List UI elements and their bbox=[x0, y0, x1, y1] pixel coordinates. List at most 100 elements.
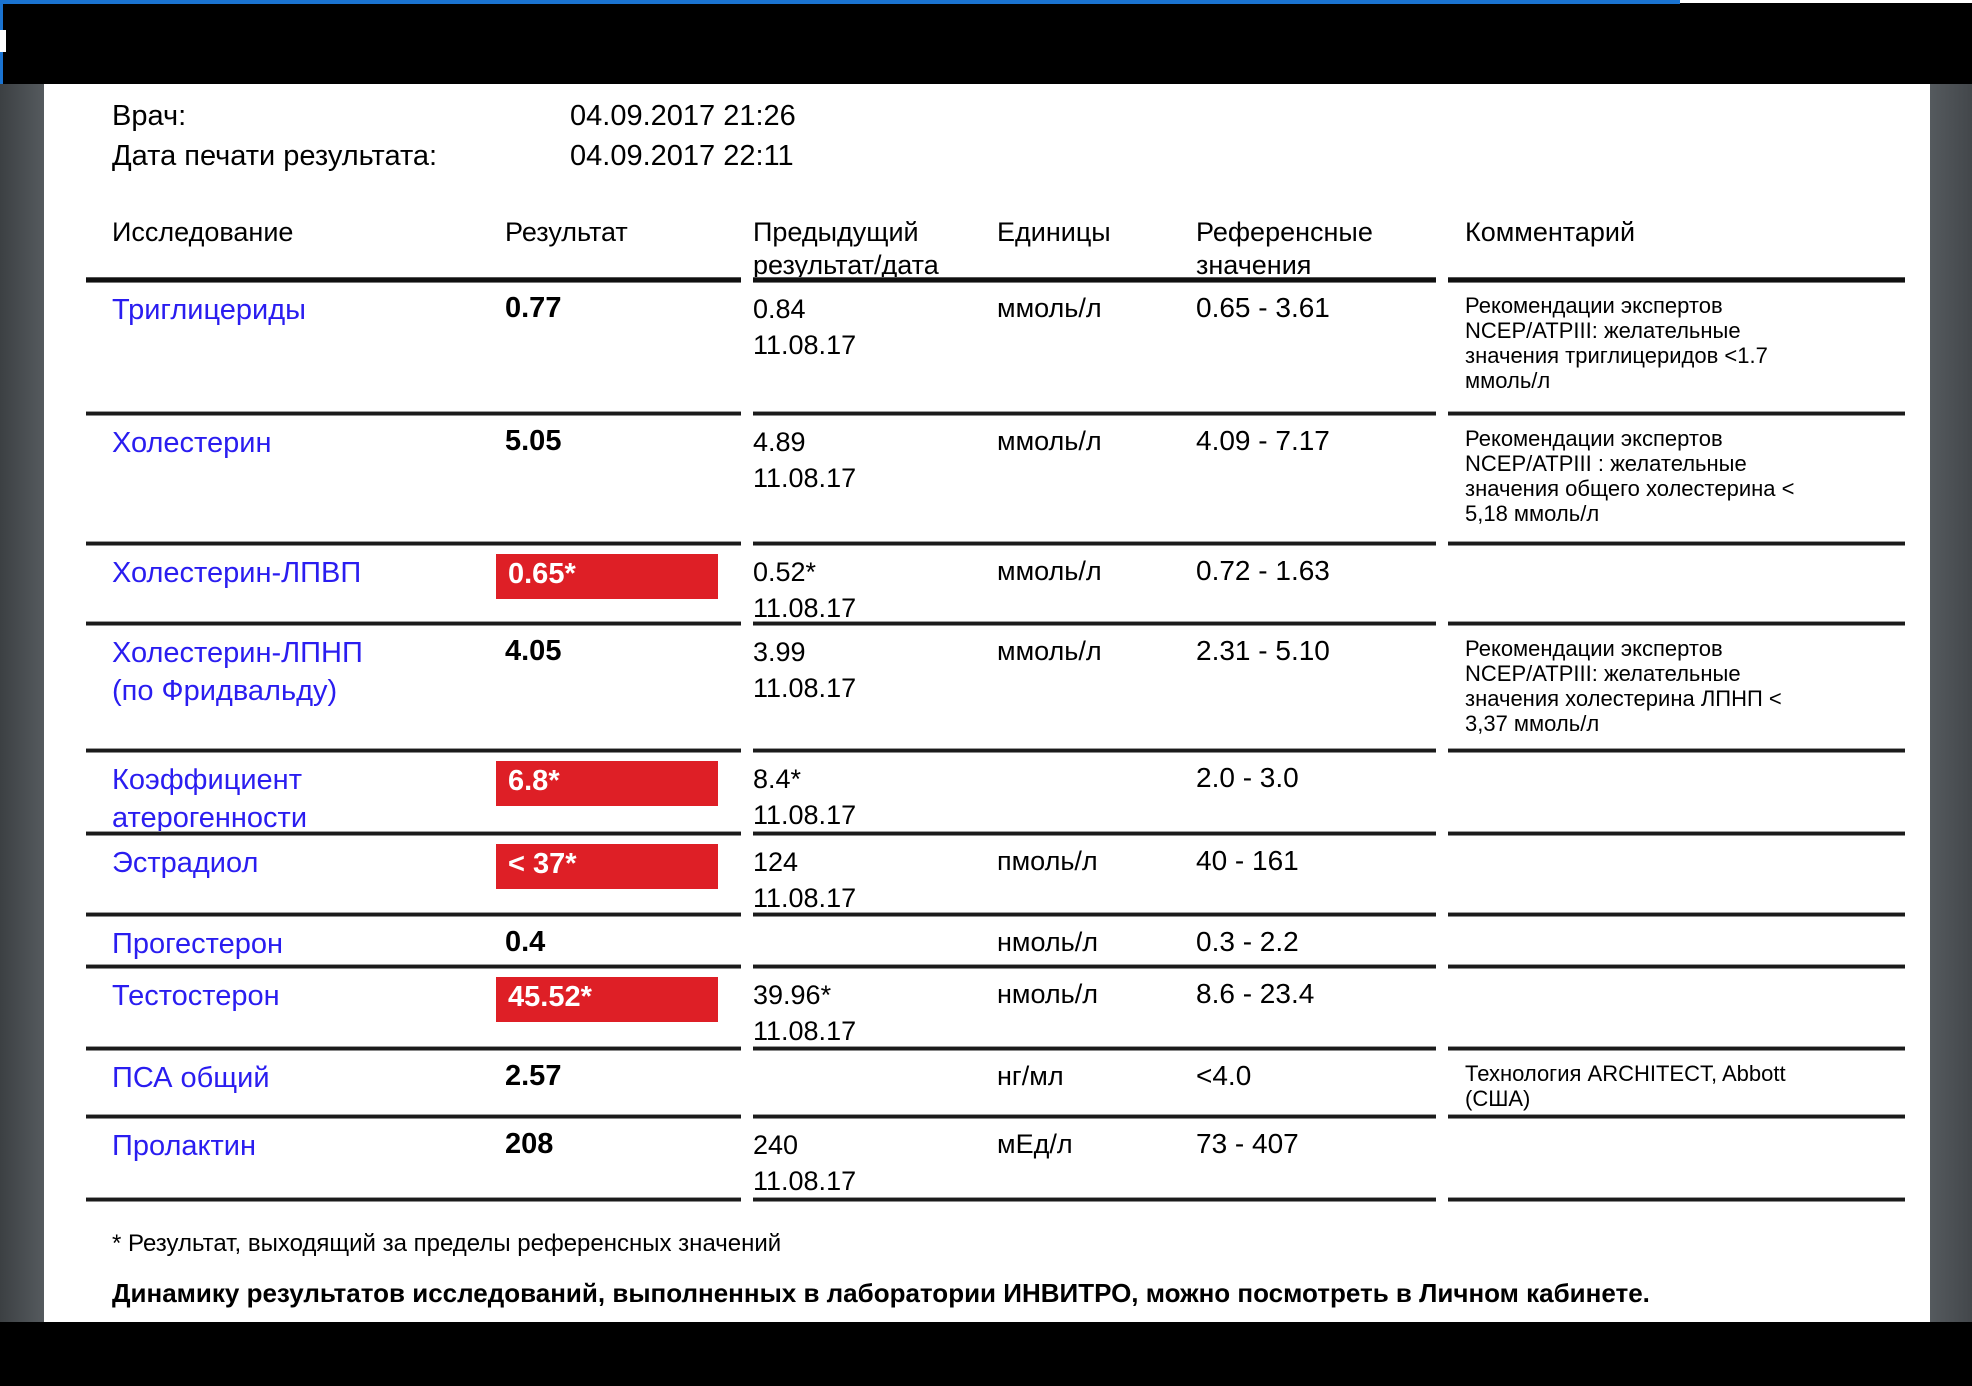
document-meta: Врач: 04.09.2017 21:26 Дата печати резул… bbox=[112, 96, 796, 176]
previous-result-date: 11.08.17 bbox=[753, 463, 857, 493]
previous-result-date: 11.08.17 bbox=[753, 800, 857, 830]
row-separator bbox=[753, 1114, 1436, 1119]
result-value: 0.65* bbox=[496, 554, 718, 599]
header-separator bbox=[1448, 277, 1905, 283]
units: нмоль/л bbox=[997, 979, 1098, 1009]
window-accent-line bbox=[0, 0, 1680, 4]
previous-result: 3.99 bbox=[753, 637, 806, 667]
reference-range: 0.72 - 1.63 bbox=[1196, 555, 1330, 586]
test-name: Эстрадиол bbox=[112, 847, 259, 879]
result-value: 208 bbox=[505, 1128, 554, 1160]
table-row: Эстрадиол < 37* 124 11.08.17 пмоль/л 40 … bbox=[86, 836, 1905, 917]
row-separator bbox=[1448, 1114, 1905, 1119]
reference-range: 0.65 - 3.61 bbox=[1196, 292, 1330, 323]
units: ммоль/л bbox=[997, 426, 1102, 456]
row-separator bbox=[753, 964, 1436, 969]
reference-range: 2.31 - 5.10 bbox=[1196, 635, 1330, 666]
viewer-left-margin bbox=[0, 84, 44, 1322]
row-separator bbox=[1448, 541, 1905, 546]
row-separator bbox=[753, 541, 1436, 546]
table-row: Холестерин-ЛПВП 0.65* 0.52* 11.08.17 ммо… bbox=[86, 546, 1905, 626]
previous-result: 39.96* bbox=[753, 980, 832, 1010]
previous-result: 240 bbox=[753, 1130, 799, 1160]
col-header-units: Единицы bbox=[997, 217, 1111, 247]
table-row: Холестерин-ЛПНП (по Фридвальду) 4.05 3.9… bbox=[86, 626, 1905, 753]
previous-result: 4.89 bbox=[753, 427, 806, 457]
row-separator bbox=[86, 831, 741, 836]
reference-range: 40 - 161 bbox=[1196, 845, 1299, 876]
previous-result-date: 11.08.17 bbox=[753, 330, 857, 360]
row-separator bbox=[753, 411, 1436, 416]
row-separator bbox=[753, 831, 1436, 836]
print-datetime: 04.09.2017 22:11 bbox=[570, 140, 794, 172]
row-separator bbox=[1448, 748, 1905, 753]
previous-result: 0.84 bbox=[753, 294, 806, 324]
table-row: Тестостерон 45.52* 39.96* 11.08.17 нмоль… bbox=[86, 969, 1905, 1051]
test-name: Холестерин bbox=[112, 427, 272, 459]
reference-range: 2.0 - 3.0 bbox=[1196, 762, 1299, 793]
previous-result: 124 bbox=[753, 847, 799, 877]
window-top-edge bbox=[1680, 0, 1972, 3]
row-separator bbox=[86, 541, 741, 546]
row-separator bbox=[86, 621, 741, 626]
table-row: Пролактин 208 240 11.08.17 мЕд/л 73 - 40… bbox=[86, 1119, 1905, 1202]
results-table-body: Триглицериды 0.77 0.84 11.08.17 ммоль/л … bbox=[86, 283, 1905, 1202]
row-separator bbox=[86, 1114, 741, 1119]
header-separator bbox=[753, 277, 1436, 283]
units: ммоль/л bbox=[997, 293, 1102, 323]
row-separator bbox=[86, 748, 741, 753]
units: нг/мл bbox=[997, 1061, 1064, 1091]
result-value: < 37* bbox=[496, 844, 718, 889]
row-separator bbox=[1448, 1197, 1905, 1202]
test-name: Коэффициент атерогенности bbox=[112, 764, 308, 834]
ui-notch bbox=[0, 30, 6, 52]
results-table-header: Исследование Результат Предыдущий резуль… bbox=[86, 214, 1905, 283]
test-name: Холестерин-ЛПНП (по Фридвальду) bbox=[112, 637, 363, 707]
row-separator bbox=[86, 964, 741, 969]
result-value: 0.4 bbox=[505, 926, 546, 958]
dynamics-note: Динамику результатов исследований, выпол… bbox=[112, 1278, 1650, 1308]
result-value: 5.05 bbox=[505, 425, 562, 457]
doctor-datetime: 04.09.2017 21:26 bbox=[570, 100, 796, 132]
reference-range: 4.09 - 7.17 bbox=[1196, 425, 1330, 456]
test-name: Прогестерон bbox=[112, 928, 284, 960]
previous-result-date: 11.08.17 bbox=[753, 883, 857, 913]
units bbox=[997, 753, 1196, 837]
table-row: Триглицериды 0.77 0.84 11.08.17 ммоль/л … bbox=[86, 283, 1905, 416]
test-name: Пролактин bbox=[112, 1130, 257, 1162]
units: нмоль/л bbox=[997, 927, 1098, 957]
row-separator bbox=[1448, 621, 1905, 626]
col-header-reference: Референсные значения bbox=[1196, 217, 1373, 280]
test-name: Триглицериды bbox=[112, 294, 306, 326]
col-header-test: Исследование bbox=[112, 217, 294, 247]
result-value: 6.8* bbox=[496, 761, 718, 806]
header-separator bbox=[86, 277, 741, 283]
result-value: 2.57 bbox=[505, 1060, 562, 1092]
comment: Рекомендации экспертов NCEP/ATPIII : жел… bbox=[1465, 426, 1795, 526]
col-header-previous: Предыдущий результат/дата bbox=[753, 217, 939, 280]
row-separator bbox=[753, 1046, 1436, 1051]
row-separator bbox=[1448, 411, 1905, 416]
col-header-comment: Комментарий bbox=[1465, 217, 1636, 247]
table-row: ПСА общий 2.57 нг/мл <4.0 Технология ARC… bbox=[86, 1051, 1905, 1119]
row-separator bbox=[753, 912, 1436, 917]
row-separator bbox=[86, 912, 741, 917]
previous-result-date: 11.08.17 bbox=[753, 593, 857, 623]
lab-results-document: Врач: 04.09.2017 21:26 Дата печати резул… bbox=[44, 84, 1930, 1322]
print-date-row: Дата печати результата: 04.09.2017 22:11 bbox=[112, 136, 796, 176]
comment: Рекомендации экспертов NCEP/ATPIII: жела… bbox=[1465, 636, 1782, 736]
row-separator bbox=[86, 1197, 741, 1202]
previous-result: 0.52* bbox=[753, 557, 817, 587]
units: мЕд/л bbox=[997, 1129, 1073, 1159]
row-separator bbox=[86, 411, 741, 416]
units: ммоль/л bbox=[997, 556, 1102, 586]
reference-range: 8.6 - 23.4 bbox=[1196, 978, 1315, 1009]
row-separator bbox=[1448, 912, 1905, 917]
out-of-range-footnote: * Результат, выходящий за пределы рефере… bbox=[112, 1230, 782, 1257]
previous-result-date: 11.08.17 bbox=[753, 1166, 857, 1196]
reference-range: <4.0 bbox=[1196, 1060, 1252, 1091]
comment: Рекомендации экспертов NCEP/ATPIII: жела… bbox=[1465, 293, 1768, 393]
units: пмоль/л bbox=[997, 846, 1098, 876]
row-separator bbox=[1448, 831, 1905, 836]
table-row: Коэффициент атерогенности 6.8* 8.4* 11.0… bbox=[86, 753, 1905, 836]
